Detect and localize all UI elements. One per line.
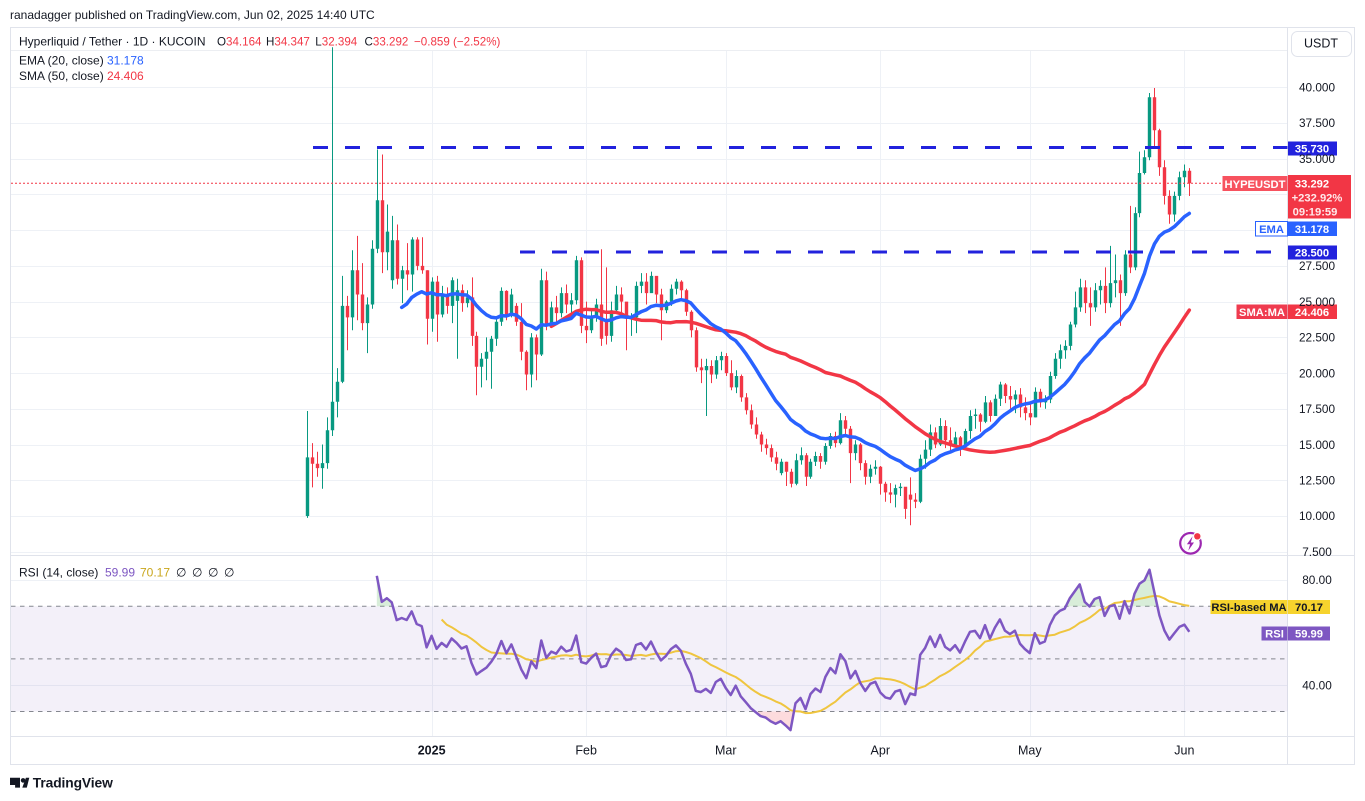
svg-text:28.500: 28.500 — [1295, 248, 1329, 260]
svg-text:Mar: Mar — [715, 744, 737, 758]
svg-text:2025: 2025 — [418, 744, 446, 758]
svg-text:Feb: Feb — [575, 744, 597, 758]
svg-text:40.000: 40.000 — [1299, 81, 1336, 95]
svg-text:TradingView: TradingView — [33, 776, 113, 791]
svg-text:USDT: USDT — [1304, 37, 1338, 51]
svg-text:Apr: Apr — [871, 744, 890, 758]
svg-text:10.000: 10.000 — [1299, 509, 1336, 523]
svg-text:35.730: 35.730 — [1295, 144, 1329, 156]
svg-text:Jun: Jun — [1174, 744, 1194, 758]
svg-text:7.500: 7.500 — [1302, 545, 1332, 559]
svg-text:27.500: 27.500 — [1299, 259, 1336, 273]
svg-text:31.178: 31.178 — [1295, 224, 1329, 236]
svg-text:May: May — [1018, 744, 1042, 758]
svg-text:09:19:59: 09:19:59 — [1293, 207, 1338, 219]
svg-text:RSI-based MA: RSI-based MA — [1211, 602, 1286, 614]
svg-text:HYPEUSDT: HYPEUSDT — [1225, 179, 1286, 191]
svg-text:EMA (20, close)31.178: EMA (20, close) 31.178 — [19, 54, 144, 68]
svg-text:17.500: 17.500 — [1299, 402, 1336, 416]
svg-text:ranadagger published on Tradin: ranadagger published on TradingView.com,… — [10, 8, 375, 22]
svg-text:70.17: 70.17 — [1295, 602, 1323, 614]
svg-text:24.406: 24.406 — [1295, 307, 1329, 319]
svg-text:12.500: 12.500 — [1299, 473, 1336, 487]
svg-text:SMA (50, close)24.406: SMA (50, close) 24.406 — [19, 69, 144, 83]
svg-text:SMA:MA: SMA:MA — [1239, 307, 1285, 319]
svg-text:20.000: 20.000 — [1299, 366, 1336, 380]
svg-text:Hyperliquid / Tether · 1D · KU: Hyperliquid / Tether · 1D · KUCOIN — [19, 35, 206, 49]
svg-text:RSI: RSI — [1265, 629, 1284, 641]
svg-text:22.500: 22.500 — [1299, 331, 1336, 345]
svg-text:+232.92%: +232.92% — [1292, 193, 1343, 205]
svg-text:40.00: 40.00 — [1302, 678, 1332, 692]
svg-text:37.500: 37.500 — [1299, 116, 1336, 130]
svg-text:35.000: 35.000 — [1299, 152, 1336, 166]
svg-text:15.000: 15.000 — [1299, 438, 1336, 452]
svg-text:33.292: 33.292 — [1295, 179, 1329, 191]
svg-text:80.00: 80.00 — [1302, 573, 1332, 587]
svg-text:59.99: 59.99 — [1295, 629, 1323, 641]
svg-text:25.000: 25.000 — [1299, 295, 1336, 309]
svg-text:EMA: EMA — [1259, 224, 1284, 236]
